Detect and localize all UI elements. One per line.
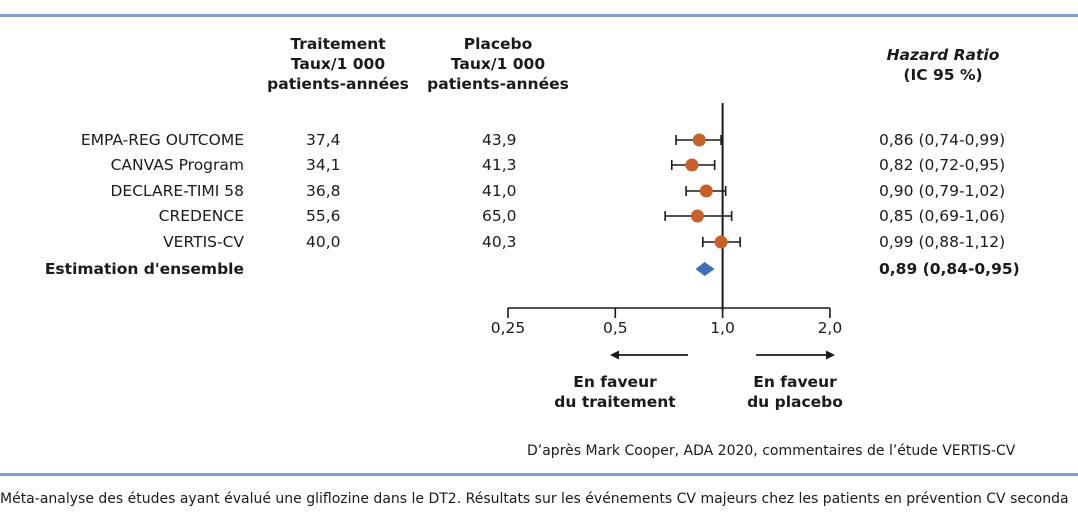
placebo-rate: 65,0 bbox=[482, 207, 517, 225]
placebo-rate: 41,0 bbox=[482, 182, 517, 200]
study-name: EMPA-REG OUTCOME bbox=[80, 131, 244, 149]
hazard-ratio-value: 0,85 (0,69-1,06) bbox=[879, 207, 1006, 225]
point-estimate bbox=[692, 133, 706, 147]
favors-placebo-label: En faveur du placebo bbox=[747, 373, 843, 411]
bottom-rule bbox=[0, 473, 1078, 476]
point-estimate bbox=[690, 209, 704, 223]
figure-caption: Méta-analyse des études ayant évalué une… bbox=[0, 491, 1069, 507]
hr-column-title: Hazard Ratio bbox=[886, 46, 1000, 64]
placebo-column-header: Placebo Taux/1 000 patients-années bbox=[427, 35, 569, 93]
x-tick-label: 2,0 bbox=[818, 319, 843, 337]
overall-estimate-label: Estimation d'ensemble bbox=[44, 260, 244, 278]
hr-column-subtitle: (IC 95 %) bbox=[903, 66, 983, 84]
study-name: DECLARE-TIMI 58 bbox=[110, 182, 244, 200]
arrow-left-head bbox=[610, 350, 619, 360]
top-rule bbox=[0, 14, 1078, 17]
treatment-rate: 55,6 bbox=[306, 207, 341, 225]
hazard-ratio-value: 0,86 (0,74-0,99) bbox=[879, 131, 1006, 149]
treatment-rate: 37,4 bbox=[306, 131, 341, 149]
point-estimate bbox=[685, 158, 699, 172]
x-tick-label: 1,0 bbox=[710, 319, 735, 337]
placebo-rate: 40,3 bbox=[482, 233, 517, 251]
overall-hazard-ratio-value: 0,89 (0,84-0,95) bbox=[879, 260, 1020, 278]
x-tick-label: 0,5 bbox=[603, 319, 628, 337]
placebo-rate: 41,3 bbox=[482, 156, 517, 174]
placebo-rate: 43,9 bbox=[482, 131, 517, 149]
treatment-column-header: Traitement Taux/1 000 patients-années bbox=[267, 35, 409, 93]
arrow-right-head bbox=[826, 350, 835, 360]
point-estimate bbox=[714, 235, 728, 249]
study-name: CREDENCE bbox=[158, 207, 244, 225]
study-name: VERTIS-CV bbox=[163, 233, 244, 251]
study-name: CANVAS Program bbox=[110, 156, 244, 174]
treatment-rate: 36,8 bbox=[306, 182, 341, 200]
treatment-rate: 34,1 bbox=[306, 156, 341, 174]
hazard-ratio-value: 0,82 (0,72-0,95) bbox=[879, 156, 1006, 174]
hazard-ratio-value: 0,90 (0,79-1,02) bbox=[879, 182, 1006, 200]
source-note: D’après Mark Cooper, ADA 2020, commentai… bbox=[527, 443, 1016, 459]
favors-treatment-label: En faveur du traitement bbox=[554, 373, 676, 411]
overall-diamond bbox=[695, 262, 715, 276]
point-estimate bbox=[699, 184, 713, 198]
treatment-rate: 40,0 bbox=[306, 233, 341, 251]
x-tick-label: 0,25 bbox=[491, 319, 526, 337]
hazard-ratio-value: 0,99 (0,88-1,12) bbox=[879, 233, 1006, 251]
